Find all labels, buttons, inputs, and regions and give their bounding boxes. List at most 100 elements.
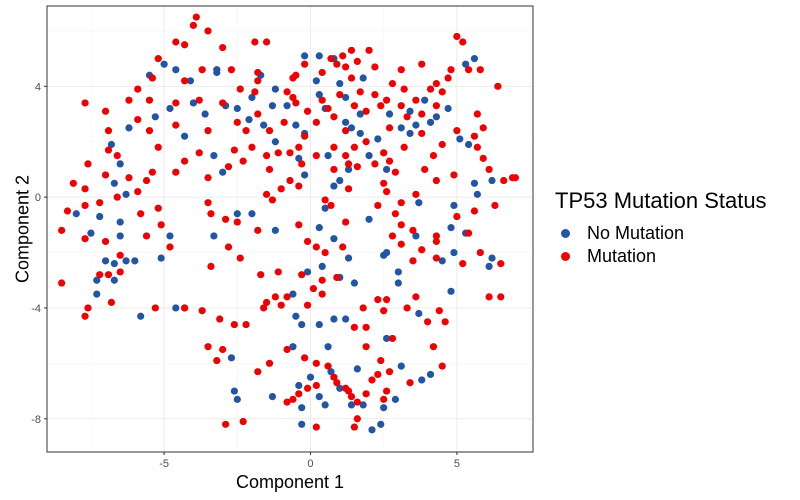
data-point-mutation — [262, 38, 271, 46]
data-point-no-mutation — [426, 118, 435, 126]
legend-item-no-mutation: No Mutation — [555, 222, 767, 245]
data-point-mutation — [142, 176, 151, 185]
data-point-mutation — [96, 271, 104, 279]
data-point-mutation — [166, 243, 174, 251]
data-point-mutation — [429, 343, 438, 351]
y-axis-ticks: -8 -4 0 4 — [31, 81, 47, 426]
data-point-mutation — [412, 96, 420, 104]
data-point-mutation — [81, 312, 89, 320]
data-point-no-mutation — [210, 151, 218, 160]
data-point-mutation — [432, 237, 440, 246]
data-point-mutation — [268, 196, 277, 204]
data-point-no-mutation — [110, 179, 118, 187]
legend-title: TP53 Mutation Status — [555, 188, 767, 213]
data-point-mutation — [224, 243, 233, 251]
data-point-mutation — [257, 271, 265, 279]
data-point-mutation — [107, 298, 116, 307]
data-point-no-mutation — [374, 135, 382, 143]
data-point-mutation — [219, 43, 227, 52]
data-point-mutation — [500, 176, 508, 185]
data-point-no-mutation — [189, 99, 197, 107]
data-point-mutation — [330, 373, 338, 381]
data-point-mutation — [242, 320, 250, 329]
data-point-no-mutation — [347, 124, 356, 132]
data-point-mutation — [81, 185, 89, 193]
data-point-no-mutation — [365, 215, 373, 223]
data-point-mutation — [181, 77, 189, 85]
data-point-mutation — [344, 387, 353, 395]
data-point-mutation — [224, 163, 233, 171]
data-point-mutation — [438, 88, 446, 96]
data-point-no-mutation — [116, 232, 124, 240]
data-point-mutation — [347, 74, 356, 82]
data-point-no-mutation — [110, 276, 118, 284]
data-point-mutation — [239, 417, 247, 426]
data-point-no-mutation — [233, 395, 241, 403]
data-point-mutation — [312, 423, 320, 431]
data-point-mutation — [312, 151, 320, 160]
data-point-mutation — [251, 88, 259, 96]
data-point-mutation — [464, 229, 473, 237]
data-point-mutation — [219, 345, 227, 354]
data-point-no-mutation — [298, 404, 306, 412]
data-point-mutation — [101, 237, 110, 246]
data-point-mutation — [485, 293, 493, 301]
data-point-mutation — [476, 66, 484, 74]
data-point-mutation — [432, 79, 440, 88]
data-point-no-mutation — [350, 279, 359, 287]
data-point-mutation — [327, 55, 335, 63]
data-point-no-mutation — [245, 115, 253, 124]
data-point-no-mutation — [213, 66, 221, 74]
data-point-mutation — [295, 143, 303, 151]
data-point-no-mutation — [312, 77, 320, 85]
data-point-mutation — [342, 127, 350, 135]
data-point-mutation — [116, 251, 124, 259]
legend-item-mutation: Mutation — [555, 245, 767, 268]
data-point-mutation — [142, 232, 151, 240]
data-point-no-mutation — [318, 262, 326, 270]
data-point-no-mutation — [122, 190, 130, 198]
data-point-mutation — [321, 248, 329, 257]
data-point-mutation — [301, 132, 309, 140]
data-point-mutation — [137, 210, 145, 218]
data-point-mutation — [277, 301, 285, 309]
data-point-mutation — [265, 359, 274, 367]
data-point-mutation — [286, 176, 294, 185]
data-point-no-mutation — [268, 392, 277, 401]
data-point-no-mutation — [444, 104, 452, 113]
data-point-mutation — [453, 212, 461, 221]
data-point-mutation — [207, 262, 215, 270]
data-point-mutation — [254, 226, 262, 234]
data-point-no-mutation — [321, 401, 329, 409]
data-point-mutation — [286, 149, 294, 157]
data-point-no-mutation — [391, 395, 399, 403]
data-point-mutation — [303, 107, 312, 115]
legend: TP53 Mutation Status No Mutation Mutatio… — [555, 188, 767, 268]
data-point-mutation — [438, 140, 446, 149]
data-point-mutation — [473, 143, 481, 151]
data-point-no-mutation — [356, 110, 364, 118]
data-point-mutation — [342, 63, 350, 71]
data-point-mutation — [362, 107, 370, 115]
data-point-mutation — [330, 143, 338, 151]
data-point-mutation — [362, 343, 370, 351]
data-point-mutation — [342, 151, 350, 160]
data-point-no-mutation — [342, 118, 350, 126]
x-tick-label: 5 — [454, 458, 460, 470]
x-tick-label: -5 — [159, 458, 169, 470]
data-point-mutation — [353, 398, 361, 406]
data-point-mutation — [385, 368, 394, 376]
data-point-mutation — [233, 218, 241, 226]
data-point-no-mutation — [406, 129, 414, 138]
y-tick-label: 4 — [35, 81, 41, 93]
data-point-mutation — [134, 188, 142, 196]
data-point-no-mutation — [473, 190, 481, 198]
x-axis-ticks: -5 0 5 — [159, 452, 460, 470]
data-point-no-mutation — [96, 212, 104, 221]
data-point-mutation — [330, 165, 338, 174]
data-point-mutation — [265, 127, 274, 135]
data-point-mutation — [424, 318, 432, 326]
data-point-no-mutation — [394, 268, 402, 276]
data-point-no-mutation — [330, 182, 338, 190]
